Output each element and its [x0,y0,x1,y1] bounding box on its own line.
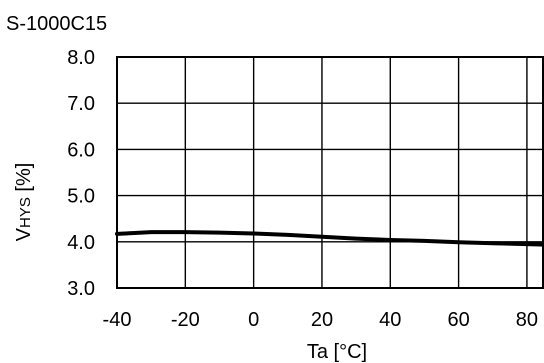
y-axis-label-main: V [13,227,35,241]
y-tick-label: 8.0 [67,47,95,69]
grid-lines [117,57,544,288]
x-tick-label: 80 [516,309,538,331]
y-axis-label-unit: [%] [13,163,35,197]
x-axis-label: Ta [°C] [307,341,367,363]
x-tick-labels: -40 -20 0 20 40 60 80 [103,309,538,331]
x-tick-label: 0 [248,309,259,331]
y-axis-label: VHYS [%] [13,163,35,242]
series-line [115,230,544,247]
x-tick-label: -20 [171,309,200,331]
series-group [115,230,544,247]
chart-title: S-1000C15 [6,13,107,35]
x-tick-label: 40 [379,309,401,331]
y-tick-label: 4.0 [67,232,95,254]
plot-frame [116,56,544,289]
x-tick-label: 60 [447,309,469,331]
x-tick-label: 20 [311,309,333,331]
y-tick-label: 7.0 [67,93,95,115]
y-axis-label-sub: HYS [17,197,34,228]
y-tick-label: 6.0 [67,139,95,161]
x-tick-label: -40 [103,309,132,331]
y-tick-label: 5.0 [67,186,95,208]
y-tick-labels: 3.0 4.0 5.0 6.0 7.0 8.0 [67,47,95,300]
y-tick-label: 3.0 [67,278,95,300]
